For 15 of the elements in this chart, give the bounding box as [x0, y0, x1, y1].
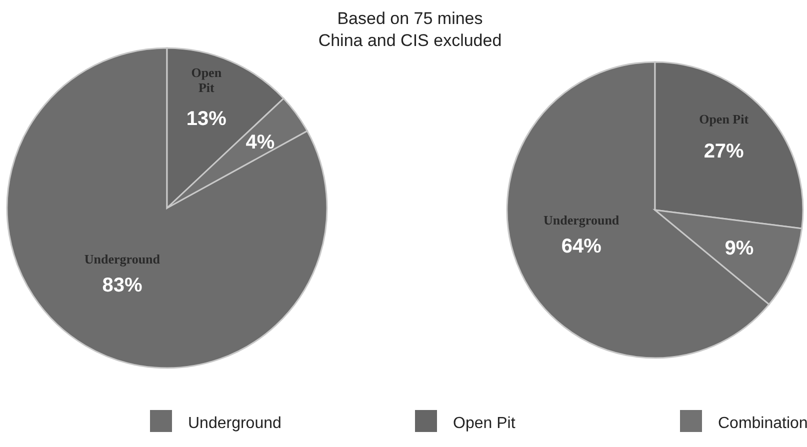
- legend-label: Underground: [188, 415, 282, 432]
- legend-label: Combination: [718, 415, 807, 432]
- slice-label: Open Pit: [699, 111, 750, 126]
- data-label: 9%: [724, 237, 754, 260]
- data-label: 4%: [246, 131, 275, 154]
- slice-label: Underground: [544, 212, 620, 228]
- data-label: 27%: [704, 140, 744, 162]
- data-label: 83%: [102, 274, 142, 297]
- data-label: 64%: [561, 236, 602, 258]
- text: Based on 75 mines China and CIS excluded: [318, 9, 502, 50]
- slice-label: Open Pit: [191, 64, 222, 95]
- slice-label: Underground: [84, 252, 161, 267]
- pie-slice: [6, 47, 328, 369]
- data-label: 13%: [186, 108, 227, 130]
- legend-label: Open Pit: [453, 415, 516, 432]
